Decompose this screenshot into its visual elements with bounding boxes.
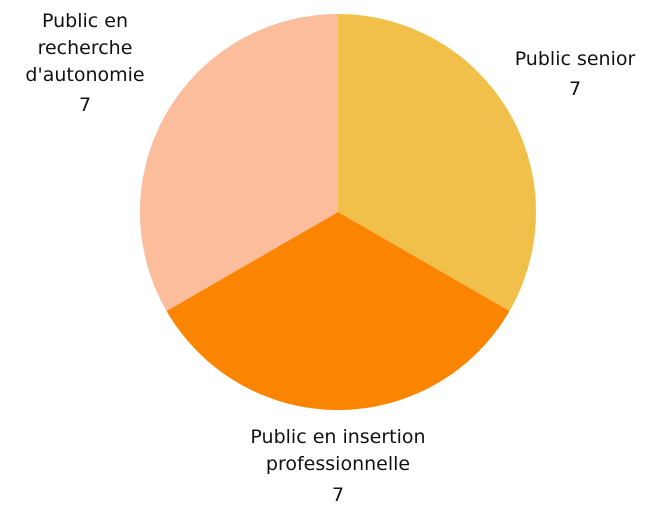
value-label: 7 [568, 78, 582, 100]
value-label: 7 [331, 484, 345, 506]
slice-label: Public en insertion professionnelle [250, 426, 426, 475]
slice-label: Public senior [514, 48, 636, 70]
pie-slice [140, 14, 338, 311]
slice-label: Public en recherche d'autonomie [25, 10, 145, 86]
value-label: 7 [78, 94, 92, 116]
pie-slice [338, 14, 536, 311]
